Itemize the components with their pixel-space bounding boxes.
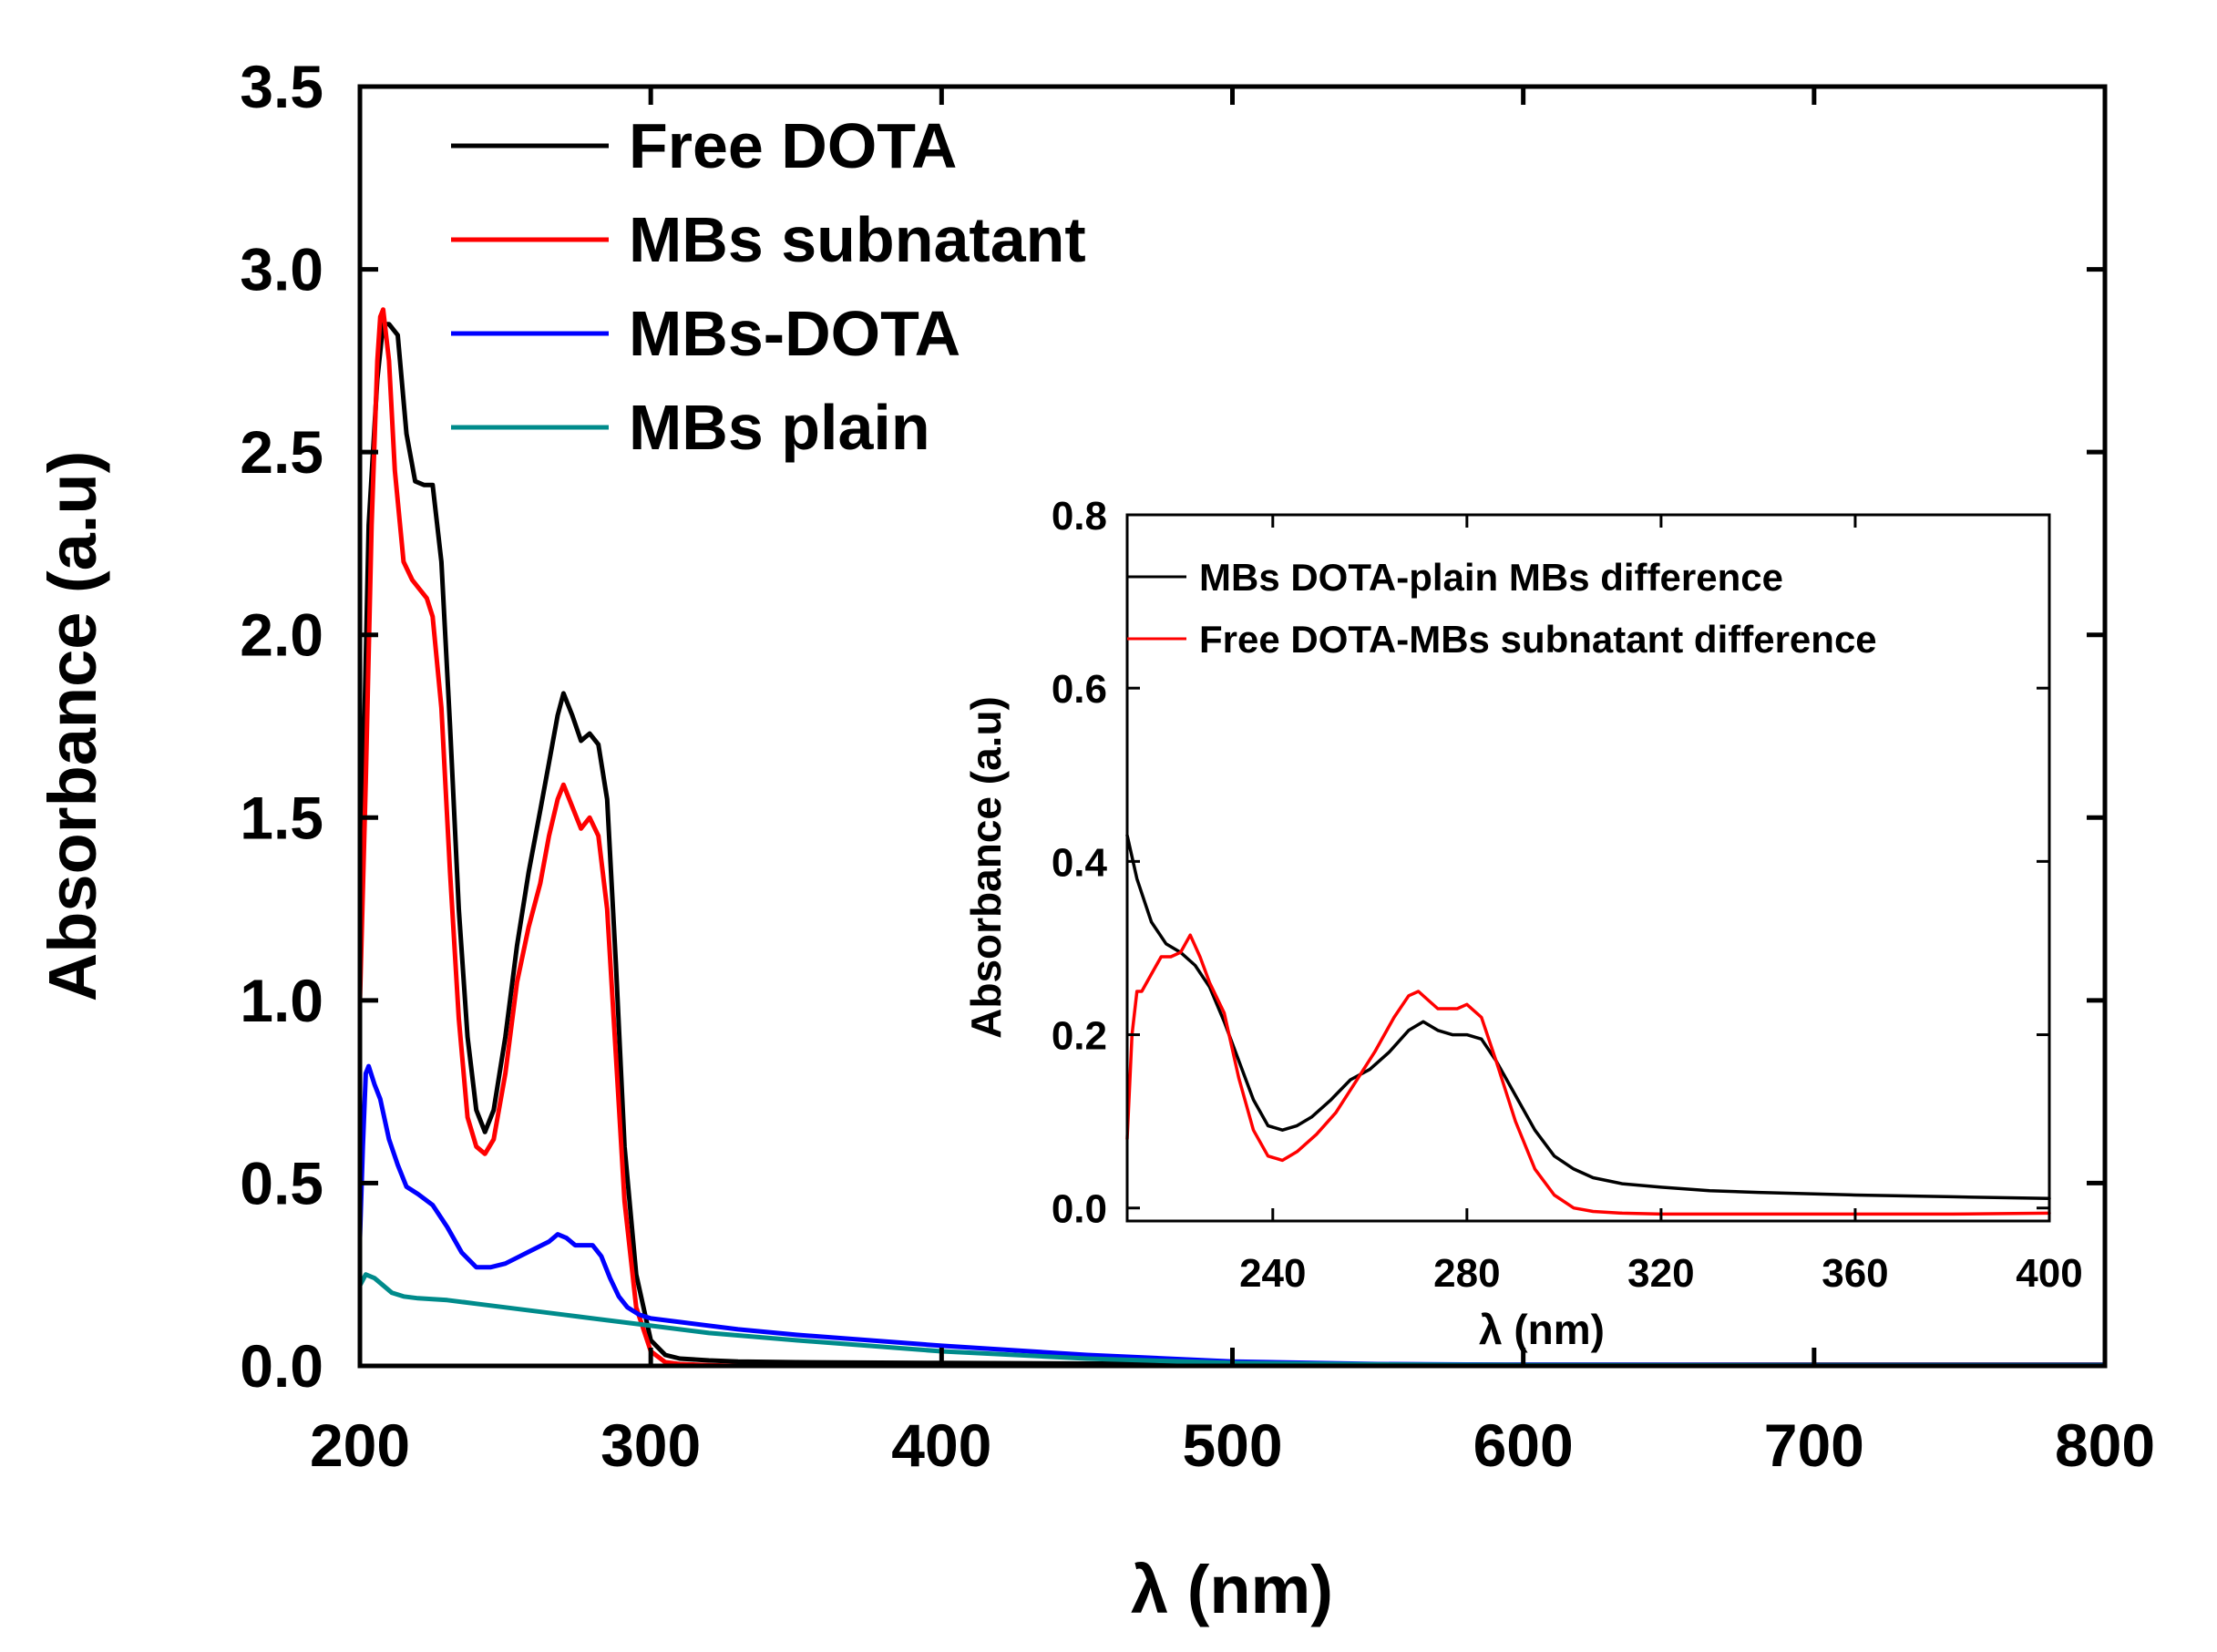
main-legend-label-2: MBs-DOTA <box>629 298 960 369</box>
inset-legend-label-0: MBs DOTA-plain MBs difference <box>1199 556 1783 599</box>
main-legend: Free DOTA MBs subnatant MBs-DOTA MBs plain <box>451 110 1086 463</box>
inset-series-line-0 <box>1125 834 2051 1201</box>
main-x-tick-label: 300 <box>600 1411 701 1479</box>
main-chart: 200 300 400 500 600 700 800 0.0 0.5 1.0 1.5 2.0 2.5 3… <box>35 53 2155 1627</box>
inset-x-tick-label: 280 <box>1433 1251 1500 1296</box>
main-y-tick-label: 3.5 <box>240 53 323 120</box>
inset-plot-frame <box>1125 513 2051 1223</box>
main-x-axis-title: λ (nm) <box>1131 1552 1333 1627</box>
inset-series-line-1 <box>1125 933 2051 1216</box>
inset-x-tick-label: 400 <box>2016 1251 2082 1296</box>
main-x-tick-label: 600 <box>1473 1411 1574 1479</box>
inset-ticks-layer: 240 280 320 360 400 0.0 0.2 0.4 0.6 0.8 <box>1052 494 2083 1296</box>
main-y-tick-label: 0.5 <box>240 1149 323 1216</box>
main-series-line-0 <box>357 322 2108 1368</box>
main-x-tick-label: 200 <box>310 1411 410 1479</box>
main-y-tick-label: 2.0 <box>240 601 323 669</box>
main-y-tick-label: 3.0 <box>240 236 323 303</box>
main-x-tick-label: 500 <box>1182 1411 1282 1479</box>
main-legend-label-0: Free DOTA <box>629 110 957 181</box>
inset-series-layer <box>1125 834 2051 1216</box>
inset-y-tick-label: 0.8 <box>1052 494 1107 539</box>
inset-x-tick-label: 320 <box>1627 1251 1694 1296</box>
inset-y-tick-label: 0.0 <box>1052 1187 1107 1232</box>
inset-x-tick-label: 240 <box>1239 1251 1306 1296</box>
inset-y-tick-label: 0.6 <box>1052 667 1107 712</box>
main-legend-label-3: MBs plain <box>629 392 930 463</box>
inset-y-tick-label: 0.4 <box>1052 840 1108 885</box>
main-x-tick-label: 800 <box>2055 1411 2155 1479</box>
inset-y-axis-title: Absorbance (a.u) <box>962 696 1010 1039</box>
inset-legend-label-1: Free DOTA-MBs subnatant difference <box>1199 618 1877 661</box>
inset-background <box>1127 515 2049 1221</box>
main-series-line-2 <box>357 1063 2108 1368</box>
main-y-tick-label: 1.0 <box>240 967 323 1034</box>
inset-x-tick-label: 360 <box>1822 1251 1888 1296</box>
main-y-tick-label: 2.5 <box>240 418 323 486</box>
main-y-tick-label: 1.5 <box>240 784 323 851</box>
main-y-tick-label: 0.0 <box>240 1332 323 1400</box>
inset-legend: MBs DOTA-plain MBs difference Free DOTA-M… <box>1127 556 1877 661</box>
main-x-tick-label: 700 <box>1764 1411 1864 1479</box>
main-ticks-layer: 200 300 400 500 600 700 800 0.0 0.5 1.0 1.5 2.0 2.5 3… <box>240 53 2155 1479</box>
main-series-line-3 <box>357 1272 2108 1369</box>
main-legend-label-1: MBs subnatant <box>629 204 1086 275</box>
main-x-tick-label: 400 <box>891 1411 991 1479</box>
inset-y-tick-label: 0.2 <box>1052 1014 1107 1059</box>
main-y-axis-title: Absorbance (a.u) <box>35 451 110 1001</box>
inset-x-axis-title: λ (nm) <box>1479 1306 1605 1353</box>
main-series-layer <box>357 307 2108 1369</box>
inset-chart: 240 280 320 360 400 0.0 0.2 0.4 0.6 0.8 λ (nm) Ab… <box>962 494 2083 1353</box>
